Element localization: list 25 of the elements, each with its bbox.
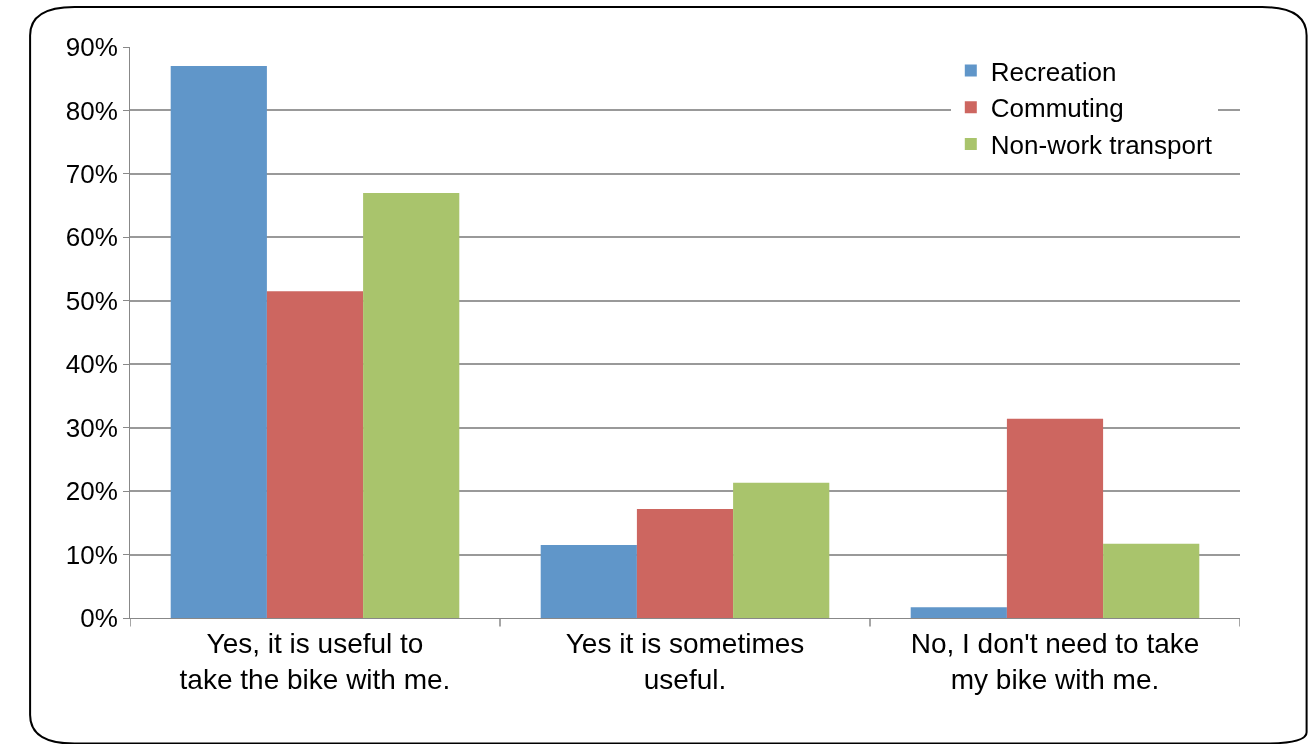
bar	[733, 482, 830, 618]
bar	[363, 192, 460, 618]
bar	[1103, 543, 1200, 618]
x-tick-label: Yes it is sometimes useful.	[565, 627, 805, 695]
y-tick-label: 10%	[65, 539, 118, 570]
bar	[266, 291, 364, 618]
y-tick-label: 0%	[80, 603, 118, 634]
legend-label: Non-work transport	[990, 130, 1213, 161]
y-tick-label: 40%	[65, 349, 118, 380]
bar	[540, 545, 637, 618]
y-tick-label: 50%	[65, 285, 118, 316]
bar	[170, 66, 267, 618]
y-tick-label: 70%	[65, 158, 118, 189]
y-tick-label: 30%	[65, 412, 118, 443]
bar	[910, 607, 1007, 618]
y-tick-label: 60%	[65, 222, 118, 253]
x-tick-label: No, I don't need to take my bike with me.	[910, 627, 1200, 695]
y-tick-label: 90%	[65, 32, 118, 63]
legend-label: Recreation	[990, 56, 1117, 87]
legend-label: Commuting	[990, 93, 1124, 124]
x-tick-label: Yes, it is useful to take the bike with me.	[179, 627, 451, 695]
y-tick-label: 80%	[65, 95, 118, 126]
y-tick-label: 20%	[65, 476, 118, 507]
bar	[636, 508, 734, 618]
bar	[1006, 418, 1104, 618]
